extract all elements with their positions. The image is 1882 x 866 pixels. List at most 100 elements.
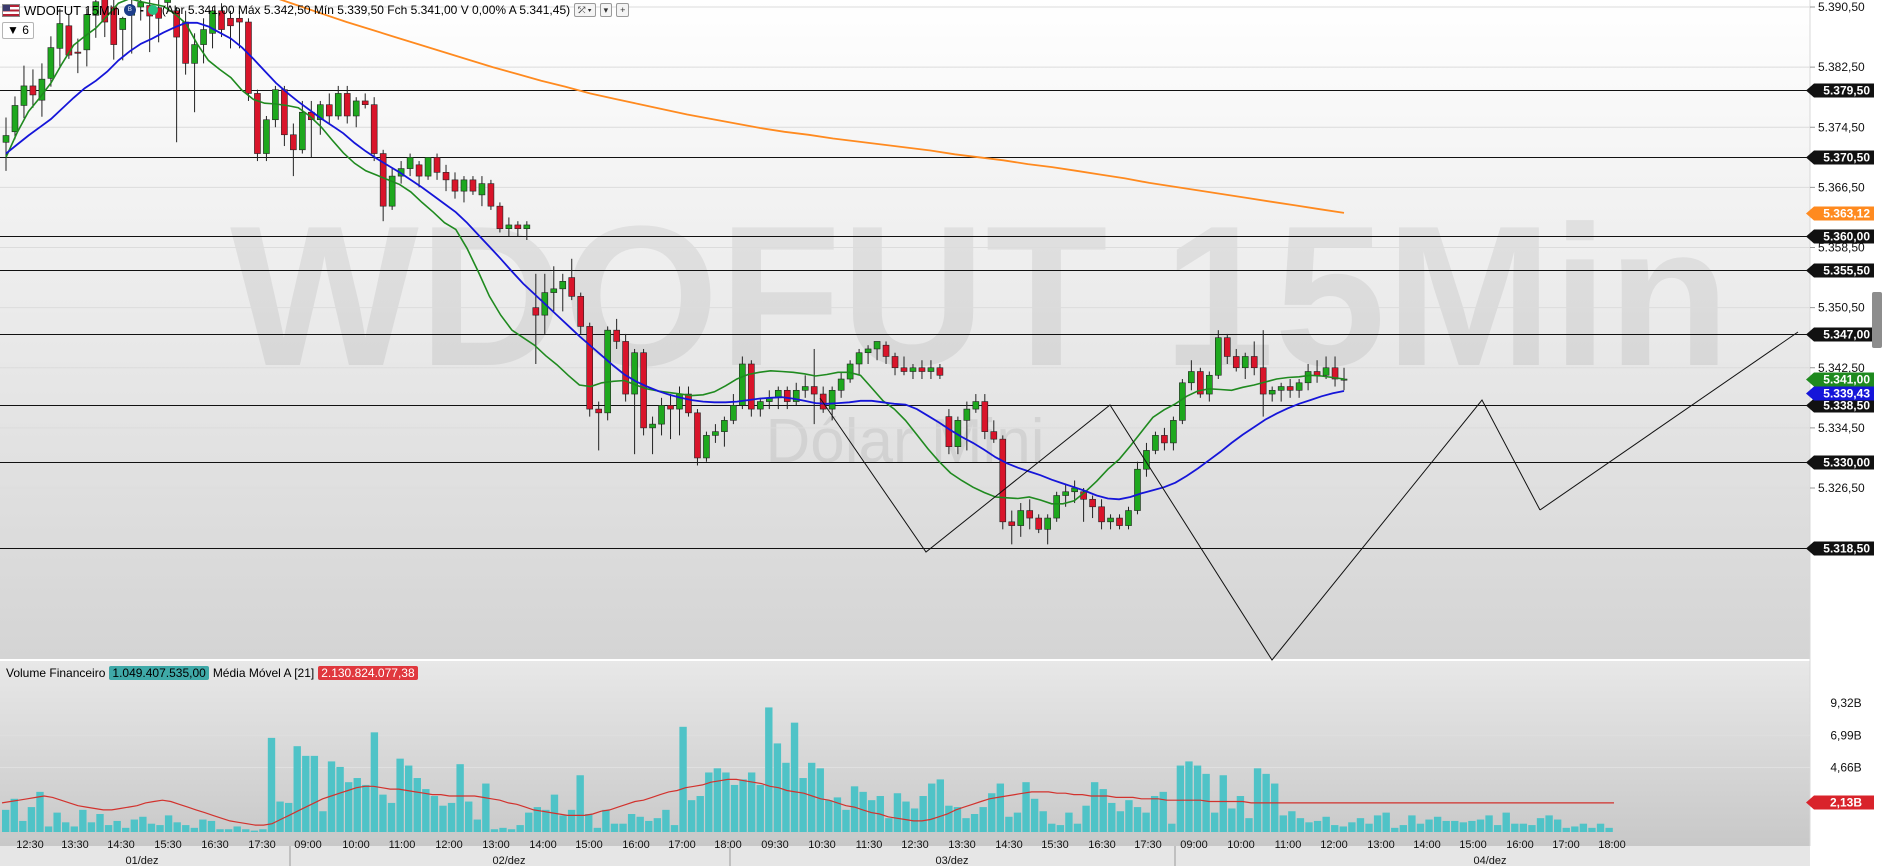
candle-down xyxy=(236,17,243,23)
volume-bar xyxy=(130,819,138,832)
volume-ma-badge-label: 2,13B xyxy=(1830,796,1862,810)
add-study-icon[interactable]: + xyxy=(616,3,630,17)
volume-bar xyxy=(859,791,867,832)
volume-bar xyxy=(1476,819,1485,832)
volume-bar xyxy=(456,764,464,832)
level-badge xyxy=(1806,229,1874,244)
time-tick-label: 15:00 xyxy=(1459,839,1487,851)
volume-bar xyxy=(327,761,336,832)
time-tick-label: 14:00 xyxy=(1413,839,1441,851)
volume-bar xyxy=(147,823,156,832)
volume-bar xyxy=(1219,775,1227,832)
studies-toggle[interactable]: ▼ 6 xyxy=(2,22,34,39)
time-tick-label: 18:00 xyxy=(714,839,742,851)
candle-down xyxy=(622,341,629,395)
volume-bar xyxy=(902,801,910,832)
time-tick-label: 13:00 xyxy=(1367,839,1395,851)
candle-down xyxy=(981,401,989,432)
candle-down xyxy=(29,85,37,96)
candle-down xyxy=(595,408,602,414)
volume-bar xyxy=(447,802,456,832)
candle-up xyxy=(721,420,728,432)
symbol-label[interactable]: WDOFUT 15Min xyxy=(24,2,120,18)
candle-down xyxy=(514,224,522,230)
studies-count: 6 xyxy=(22,23,29,37)
candle-down xyxy=(290,134,297,151)
time-tick-label: 12:00 xyxy=(1320,839,1348,851)
volume-bar xyxy=(465,801,473,832)
candle-down xyxy=(101,0,109,23)
candle-up xyxy=(191,44,198,64)
volume-bar xyxy=(1030,798,1039,832)
volume-bar xyxy=(1553,819,1562,832)
candle-down xyxy=(433,157,441,173)
volume-bar xyxy=(1090,782,1099,832)
volume-bar xyxy=(585,814,593,832)
axis-scroll-handle[interactable] xyxy=(1872,292,1882,348)
time-tick-label: 16:30 xyxy=(1088,839,1116,851)
volume-bar xyxy=(1108,802,1116,832)
candle-down xyxy=(343,93,351,117)
volume-bar xyxy=(430,796,439,832)
candle-up xyxy=(712,431,719,436)
candle-down xyxy=(1259,367,1267,395)
volume-bar xyxy=(893,793,902,832)
volume-bar xyxy=(173,822,181,832)
volume-bar xyxy=(1545,815,1553,832)
minus-icon[interactable]: - xyxy=(139,3,144,17)
volume-bar xyxy=(627,814,636,832)
volume-bar xyxy=(619,823,627,832)
chevron-down-icon: ▼ xyxy=(7,23,19,37)
candle-down xyxy=(640,352,647,429)
settings-dropdown-icon[interactable]: ▾ xyxy=(599,3,613,17)
volume-bar xyxy=(44,826,53,832)
candle-up xyxy=(47,47,55,79)
candle-down xyxy=(577,296,585,327)
candle-down xyxy=(469,179,477,192)
candle-up xyxy=(20,85,28,106)
volume-bar xyxy=(1271,783,1279,832)
time-tick-label: 16:30 xyxy=(201,839,229,851)
candle-down xyxy=(532,307,540,316)
time-tick-label: 17:00 xyxy=(1552,839,1580,851)
volume-bar xyxy=(293,746,301,832)
time-tick-label: 11:00 xyxy=(389,839,416,851)
volume-bar xyxy=(1245,818,1253,832)
volume-bar xyxy=(336,766,344,832)
candle-up xyxy=(352,100,360,117)
level-badge xyxy=(1806,541,1874,556)
candle-up xyxy=(523,224,531,230)
watermark-main: WDOFUT 15Min xyxy=(230,185,1730,408)
volume-bar xyxy=(653,818,662,832)
time-tick-label: 17:30 xyxy=(1134,839,1162,851)
candle-up xyxy=(837,378,845,391)
candle-up xyxy=(559,281,567,290)
price-tick-label: 5.382,50 xyxy=(1818,60,1865,74)
volume-bar xyxy=(1408,815,1416,832)
candle-down xyxy=(1008,521,1016,526)
time-tick-label: 18:00 xyxy=(1598,839,1626,851)
level-badge xyxy=(1806,83,1874,98)
candle-up xyxy=(801,386,809,391)
time-tick-label: 10:00 xyxy=(342,839,370,851)
exchange-badge-icon: B xyxy=(123,4,136,16)
volume-bar xyxy=(1202,773,1210,832)
volume-bar xyxy=(910,808,919,832)
volume-bar xyxy=(1605,827,1613,832)
candle-up xyxy=(334,93,342,117)
candle-up xyxy=(1053,495,1060,519)
date-label: 03/dez xyxy=(935,855,968,866)
volume-bar xyxy=(182,825,190,832)
level-badge-label: 5.360,00 xyxy=(1823,230,1870,244)
candle-down xyxy=(281,89,288,136)
candle-up xyxy=(137,2,144,8)
time-tick-label: 14:30 xyxy=(995,839,1023,851)
candle-down xyxy=(487,183,495,207)
tools-dropdown-icon[interactable]: ⤱ ▾ xyxy=(574,3,596,17)
volume-bar xyxy=(610,823,619,832)
candle-up xyxy=(927,367,935,372)
price-tick-label: 5.366,50 xyxy=(1818,180,1865,194)
candle-up xyxy=(209,10,216,34)
volume-bar xyxy=(825,800,833,832)
